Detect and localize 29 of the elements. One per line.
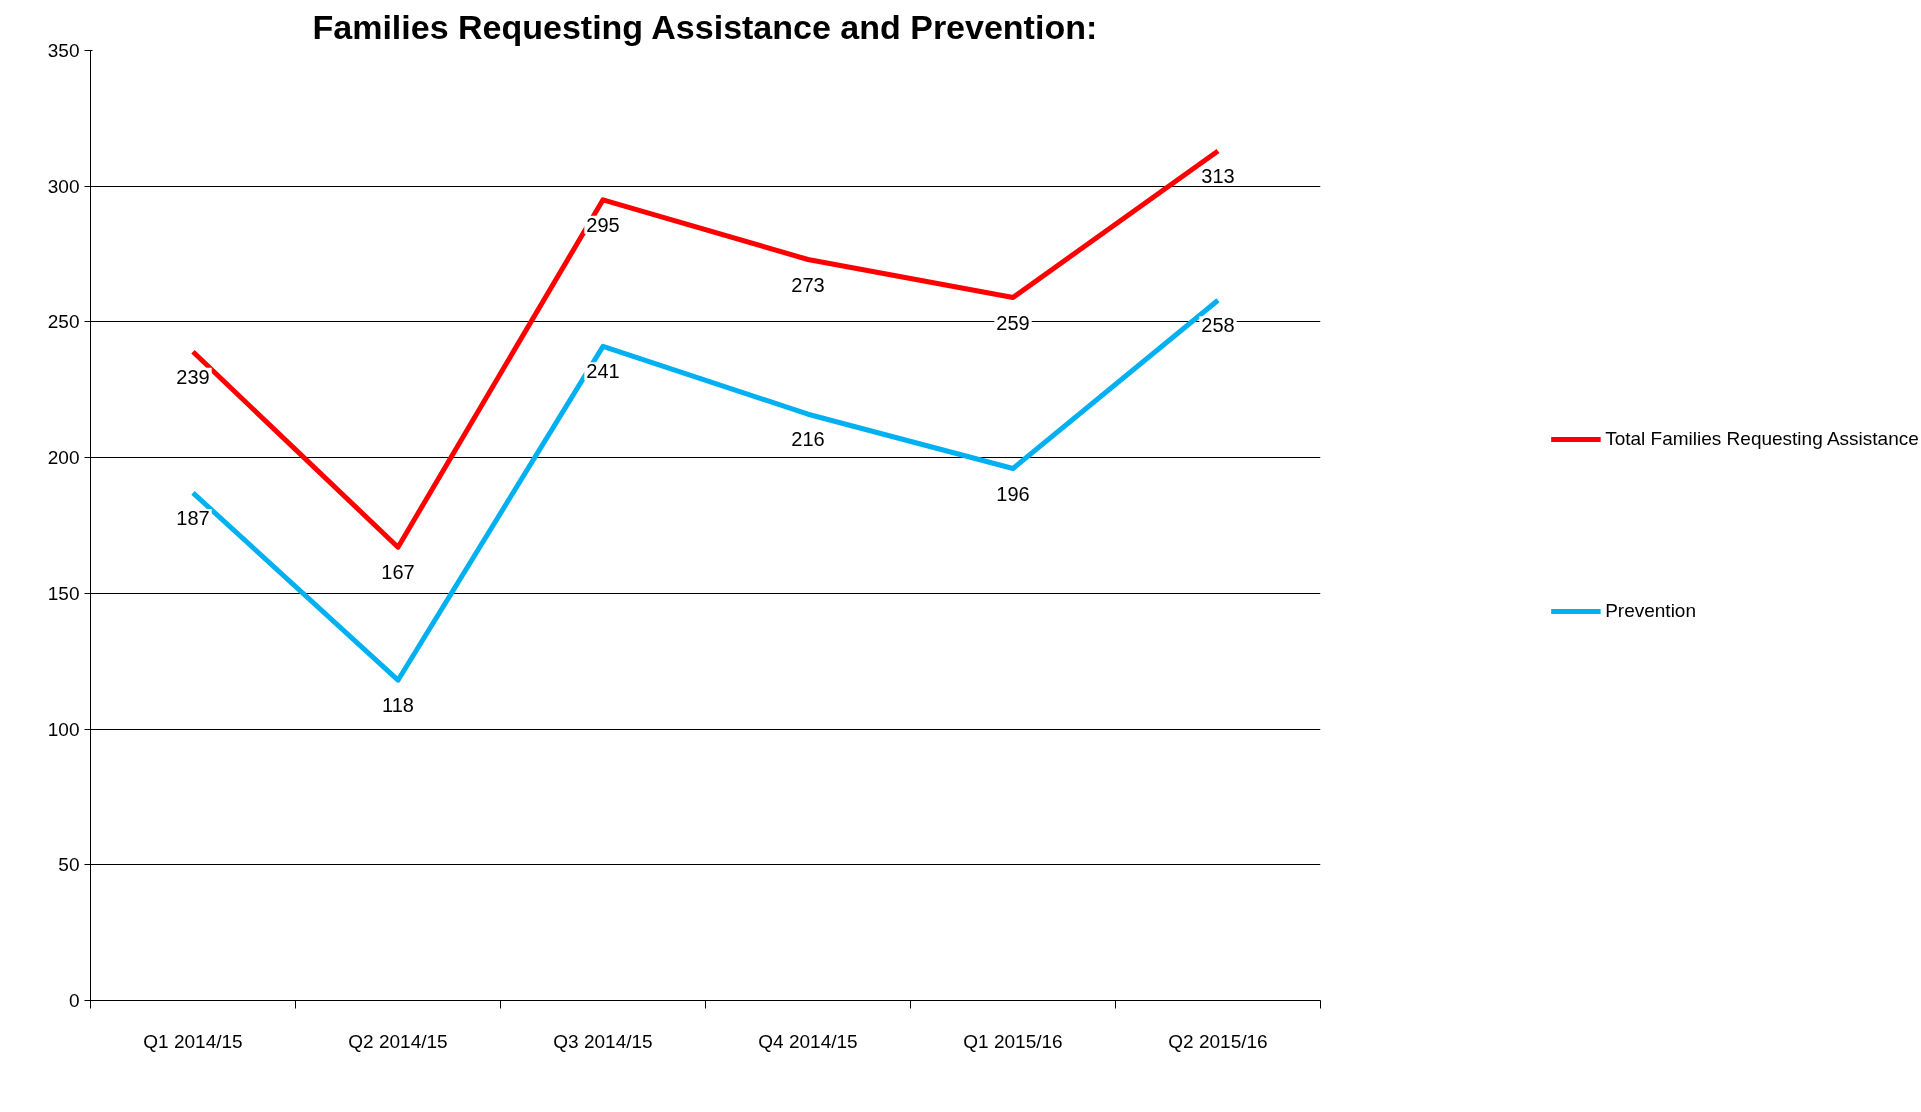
x-tick-label: Q2 2015/16 — [1168, 1030, 1268, 1052]
legend-label: Prevention — [1605, 600, 1697, 622]
data-label: 196 — [996, 482, 1030, 505]
data-label: 187 — [176, 506, 210, 529]
y-tick-label: 100 — [47, 718, 80, 740]
x-tick-label: Q2 2014/15 — [348, 1030, 448, 1052]
y-tick-label: 250 — [47, 311, 80, 333]
data-label: 273 — [791, 273, 825, 296]
y-tick-label: 150 — [47, 582, 80, 604]
data-label: 241 — [586, 360, 620, 383]
data-label: 167 — [381, 561, 415, 584]
legend-label: Total Families Requesting Assistance — [1605, 428, 1919, 450]
data-label: 313 — [1201, 164, 1235, 187]
data-label: 118 — [382, 694, 414, 717]
x-tick-label: Q3 2014/15 — [553, 1030, 653, 1052]
y-tick-label: 50 — [58, 854, 80, 876]
x-tick-label: Q1 2015/16 — [963, 1030, 1063, 1052]
data-label: 259 — [996, 311, 1030, 334]
x-tick-label: Q1 2014/15 — [143, 1030, 243, 1052]
y-tick-label: 200 — [47, 447, 80, 469]
x-tick-label: Q4 2014/15 — [758, 1030, 858, 1052]
data-label: 258 — [1201, 314, 1235, 337]
data-label: 295 — [586, 213, 620, 236]
data-label: 239 — [176, 365, 210, 388]
y-tick-label: 350 — [47, 40, 80, 61]
y-tick-label: 0 — [68, 990, 80, 1011]
chart-title: Families Requesting Assistance and Prevention: — [312, 7, 1098, 46]
y-tick-label: 300 — [47, 175, 80, 197]
data-label: 216 — [791, 428, 825, 451]
